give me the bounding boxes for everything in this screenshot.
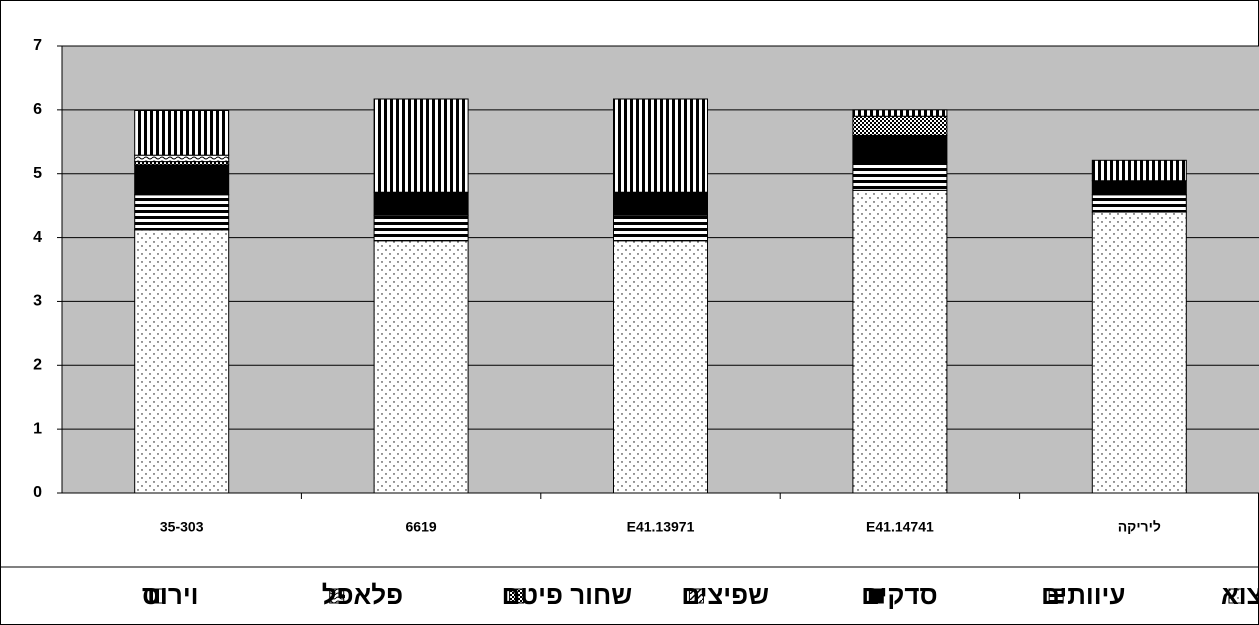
legend-swatch	[329, 588, 345, 604]
bar-segment	[373, 98, 469, 193]
bar-segment	[852, 134, 948, 163]
y-tick-label: 2	[33, 357, 42, 374]
legend-label: וירוס	[142, 580, 199, 610]
legend-swatch	[1048, 588, 1064, 604]
legend-label: שחור פיטם	[502, 580, 633, 610]
y-tick-label: 0	[33, 484, 42, 501]
y-tick-label: 3	[33, 293, 42, 310]
legend-label: סדקים	[861, 580, 937, 610]
y-tick-label: 5	[33, 165, 42, 182]
bar-segment	[613, 98, 708, 193]
bar-segment	[613, 191, 708, 216]
legend-swatch	[509, 588, 525, 604]
bar-segment	[134, 194, 230, 231]
bar-segment	[373, 191, 469, 216]
bar-segment	[134, 164, 230, 196]
y-tick-label: 4	[33, 229, 42, 246]
x-tick-label: E41.14741	[866, 519, 934, 535]
bar-segment	[852, 189, 948, 494]
bar-segment	[613, 240, 708, 494]
legend-swatch	[688, 588, 704, 604]
x-tick-label: 6619	[406, 519, 437, 535]
bar-segment	[1091, 194, 1187, 213]
x-tick-label: ליריקה	[1118, 519, 1161, 535]
y-tick-label: 6	[33, 101, 42, 118]
bar-segment	[1091, 159, 1187, 182]
bar-segment	[852, 109, 948, 117]
bar-segment	[1091, 211, 1187, 494]
bar-segment	[134, 109, 230, 156]
legend-swatch	[1228, 588, 1244, 604]
legend-swatch	[149, 588, 165, 604]
bar-segment	[134, 229, 230, 494]
x-tick-label: E41.13971	[627, 519, 695, 535]
y-tick-label: 1	[33, 420, 42, 437]
legend-swatch	[868, 588, 884, 604]
legend-label: פלאפל	[322, 580, 403, 610]
bar-segment	[1091, 180, 1187, 196]
bar-segment	[134, 154, 230, 163]
legend-label: שפיצים	[681, 580, 769, 610]
bar-segment	[373, 214, 469, 242]
bar-segment	[852, 115, 948, 136]
y-tick-label: 7	[33, 37, 42, 54]
bar-segment	[373, 240, 469, 494]
legend-label: עיוותים	[1041, 580, 1125, 610]
x-tick-label: 35-303	[160, 519, 204, 535]
legend-label: יצוא	[1221, 580, 1259, 610]
bar-segment	[852, 161, 948, 191]
bar-segment	[613, 214, 708, 242]
